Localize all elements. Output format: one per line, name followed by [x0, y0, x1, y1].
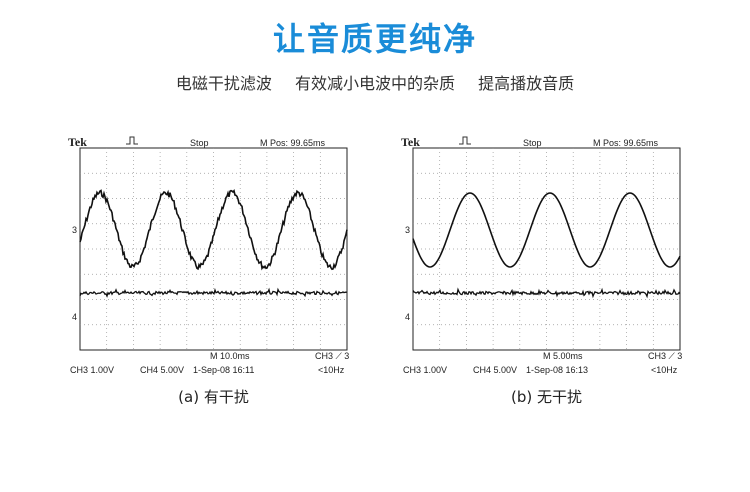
trigger-icon [126, 136, 138, 145]
subtitle-item: 提高播放音质 [478, 74, 575, 93]
ch4-scale: CH4 5.00V [473, 365, 517, 375]
trigger: CH3 ⟋ 3 [315, 351, 349, 361]
trigger: CH3 ⟋ 3 [648, 351, 682, 361]
status: Stop [523, 138, 542, 148]
brand: Tek [401, 135, 420, 149]
timestamp: 1-Sep-08 16:13 [526, 365, 588, 375]
ch4-trace [79, 287, 348, 298]
marker: 4 [405, 312, 410, 322]
subtitle: 电磁干扰滤波 有效减小电波中的杂质 提高播放音质 [0, 70, 750, 94]
status: Stop [190, 138, 209, 148]
position: M Pos: 99.65ms [260, 138, 326, 148]
marker: 3 [405, 225, 410, 235]
marker: 4 [72, 312, 77, 322]
position: M Pos: 99.65ms [593, 138, 659, 148]
subtitle-item: 有效减小电波中的杂质 [294, 74, 455, 93]
ch3-scale: CH3 1.00V [403, 365, 447, 375]
ch3-trace [79, 189, 348, 271]
frequency: <10Hz [651, 365, 678, 375]
caption: (a) 有干扰 [178, 388, 249, 406]
frequency: <10Hz [318, 365, 345, 375]
ch4-trace [412, 287, 681, 299]
ch3-scale: CH3 1.00V [70, 365, 114, 375]
timebase: M 10.0ms [210, 351, 250, 361]
ch4-scale: CH4 5.00V [140, 365, 184, 375]
marker: 3 [72, 225, 77, 235]
subtitle-item: 电磁干扰滤波 [175, 74, 272, 93]
trigger-icon [459, 136, 471, 145]
timestamp: 1-Sep-08 16:11 [193, 365, 254, 375]
title: 让音质更纯净 [272, 20, 477, 58]
ch3-trace [412, 192, 681, 268]
caption: (b) 无干扰 [511, 388, 582, 406]
brand: Tek [68, 135, 87, 149]
timebase: M 5.00ms [543, 351, 583, 361]
